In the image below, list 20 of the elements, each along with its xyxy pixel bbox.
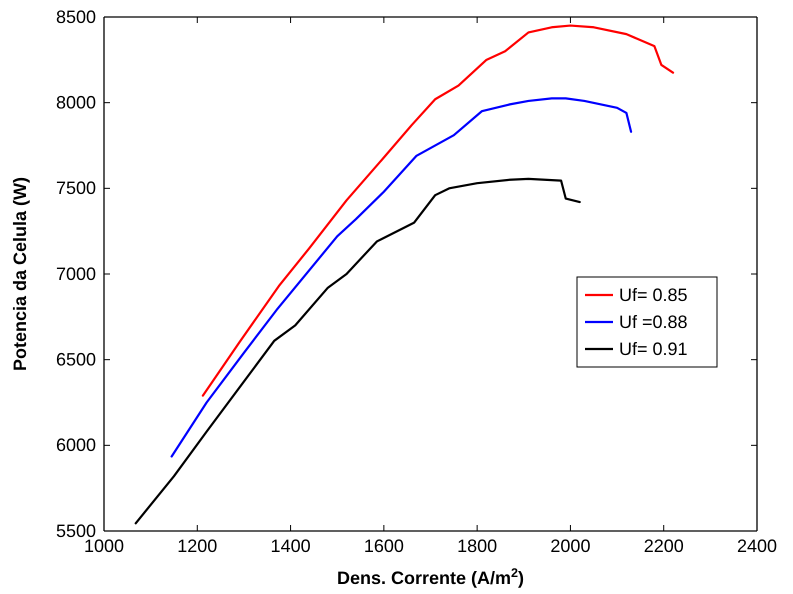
x-axis-title: Dens. Corrente (A/m$^{2}$)	[336, 566, 524, 588]
x-tick-label: 1200	[177, 536, 218, 556]
x-tick-label: 2200	[644, 536, 684, 556]
y-axis-title: Potencia da Celula (W)	[10, 176, 30, 372]
y-tick-label: 7500	[56, 178, 96, 198]
legend-label: Uf= 0.91	[619, 339, 688, 359]
x-tick-label: 2000	[550, 536, 590, 556]
x-tick-label: 2400	[736, 536, 778, 556]
x-tick-label: 1400	[270, 536, 311, 556]
y-tick-label: 5500	[56, 520, 96, 541]
y-tick-label: 7000	[56, 264, 96, 284]
line-series	[134, 178, 581, 524]
y-tick-label: 6000	[56, 435, 96, 456]
x-tick-label: 1800	[457, 536, 498, 556]
legend-label: Uf= 0.85	[619, 285, 688, 305]
legend-label: Uf =0.88	[619, 312, 688, 332]
y-tick-label: 8500	[56, 6, 96, 27]
x-tick-label: 1600	[364, 536, 404, 556]
y-tick-label: 8000	[56, 92, 96, 112]
y-tick-label: 6500	[56, 349, 96, 370]
